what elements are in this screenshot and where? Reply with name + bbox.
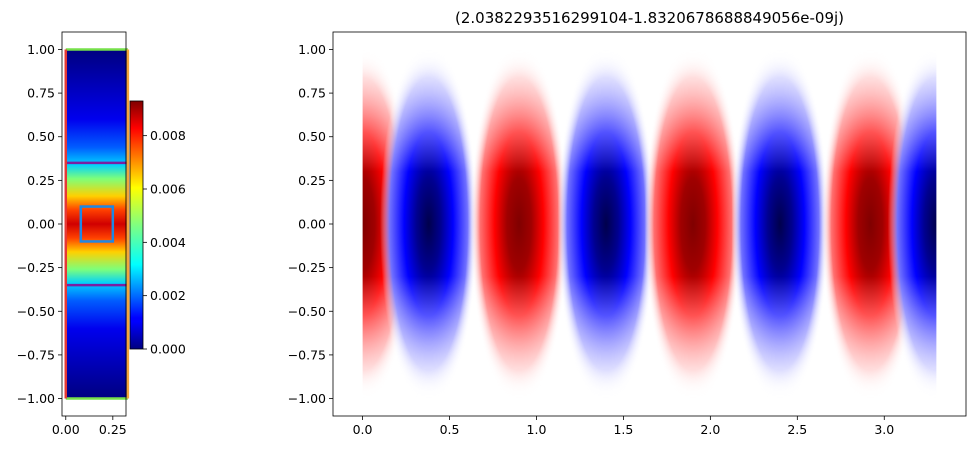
right-y-tick-label-3: −0.25	[288, 260, 326, 275]
right-heatmap-field	[362, 49, 937, 399]
right-x-tick-label-3: 1.5	[613, 422, 633, 437]
left-x-tick-label-1: 0.25	[99, 422, 127, 437]
left-y-tick-label-7: 0.75	[27, 86, 55, 101]
left-heatmap-panel: 0.00 0.25 −1.00 −0.75 −0.50 −0.25 0.00 0.25 0.5…	[17, 31, 130, 437]
left-y-tick-label-3: −0.25	[17, 260, 55, 275]
right-x-tick-label-5: 2.5	[787, 422, 807, 437]
right-x-ticks: 0.0 0.5 1.0 1.5 2.0 2.5 3.0	[353, 416, 894, 437]
left-y-tick-label-0: −1.00	[17, 391, 55, 406]
left-y-tick-label-2: −0.50	[17, 304, 55, 319]
left-y-tick-label-1: −0.75	[17, 347, 55, 362]
colorbar-tick-label-2: 0.004	[150, 235, 186, 250]
left-y-tick-label-8: 1.00	[27, 42, 55, 57]
right-x-tick-label-4: 2.0	[700, 422, 720, 437]
right-y-tick-label-8: 1.00	[298, 42, 326, 57]
right-heatmap-panel: (2.0382293516299104-1.8320678688849056e-…	[288, 9, 967, 437]
right-y-ticks: −1.00 −0.75 −0.50 −0.25 0.00 0.25 0.50 0.75 1.00	[288, 42, 333, 406]
right-y-tick-label-4: 0.00	[298, 217, 326, 232]
positive-lobe-4	[644, 49, 742, 399]
left-x-tick-label-0: 0.00	[52, 422, 80, 437]
right-y-tick-label-5: 0.25	[298, 173, 326, 188]
negative-lobe-5	[731, 49, 829, 399]
colorbar-tick-label-3: 0.006	[150, 182, 186, 197]
colorbar-tick-label-0: 0.000	[150, 342, 186, 357]
positive-lobe-2	[470, 49, 568, 399]
right-x-tick-label-0: 0.0	[353, 422, 373, 437]
left-x-ticks: 0.00 0.25	[52, 416, 127, 437]
colorbar-ticks: 0.000 0.002 0.004 0.006 0.008	[143, 128, 186, 357]
left-y-tick-label-6: 0.50	[27, 129, 55, 144]
right-y-tick-label-0: −1.00	[288, 391, 326, 406]
left-y-tick-label-4: 0.00	[27, 217, 55, 232]
left-heatmap-field	[65, 49, 128, 399]
right-chart-title: (2.0382293516299104-1.8320678688849056e-…	[455, 9, 844, 27]
left-y-tick-label-5: 0.25	[27, 173, 55, 188]
right-y-tick-label-6: 0.50	[298, 129, 326, 144]
left-overlays	[64, 48, 130, 400]
negative-lobe-7	[887, 49, 937, 399]
colorbar-tick-label-4: 0.008	[150, 128, 186, 143]
overlay-rect-0	[79, 205, 115, 243]
right-x-tick-label-2: 1.0	[527, 422, 547, 437]
colorbar-gradient	[130, 101, 143, 349]
right-x-tick-label-1: 0.5	[440, 422, 460, 437]
right-y-tick-label-1: −0.75	[288, 347, 326, 362]
left-y-ticks: −1.00 −0.75 −0.50 −0.25 0.00 0.25 0.50 0.75 1.00	[17, 42, 62, 406]
right-x-tick-label-6: 3.0	[874, 422, 894, 437]
negative-lobe-1	[379, 49, 478, 399]
colorbar-frame	[129, 100, 144, 350]
colorbar: 0.000 0.002 0.004 0.006 0.008	[129, 100, 186, 357]
negative-lobe-3	[557, 49, 655, 399]
colorbar-tick-label-1: 0.002	[150, 288, 186, 303]
right-y-tick-label-2: −0.50	[288, 304, 326, 319]
right-y-tick-label-7: 0.75	[298, 86, 326, 101]
